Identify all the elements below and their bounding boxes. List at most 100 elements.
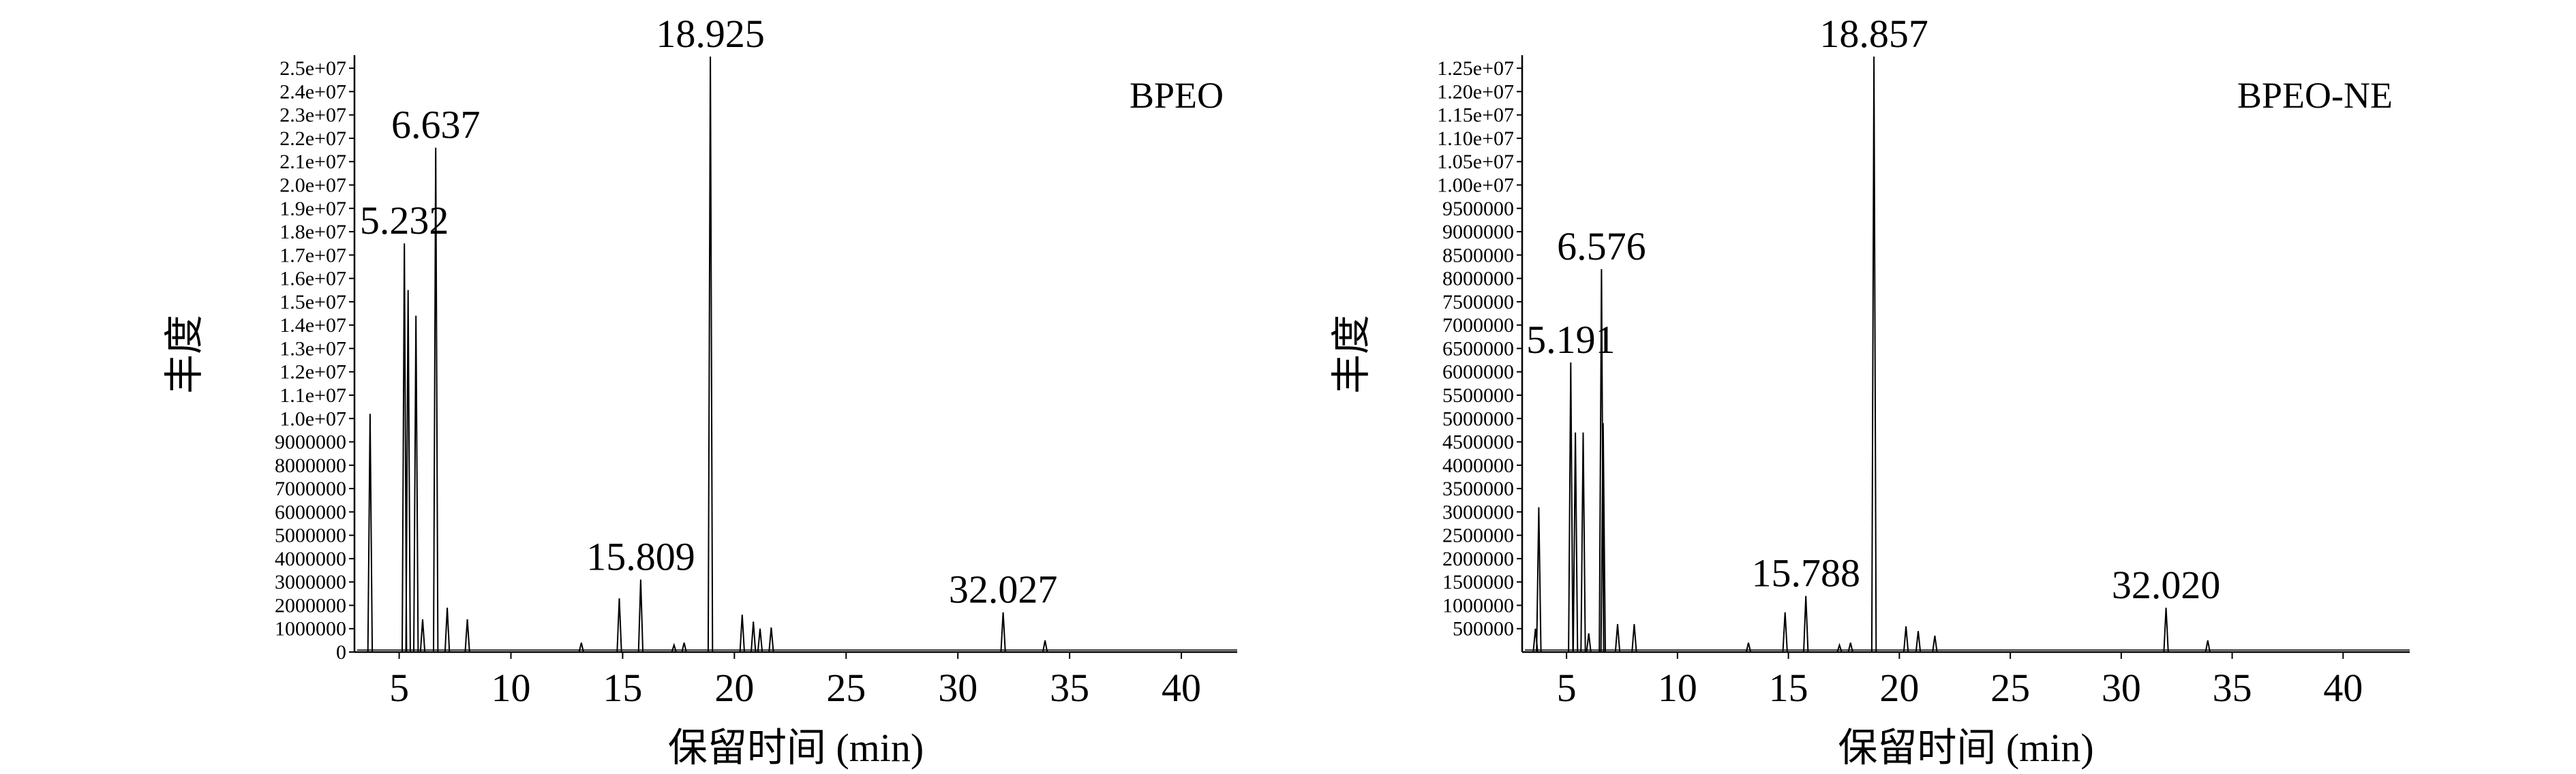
peak-mark — [444, 607, 451, 653]
y-tick-label: 8000000 — [1442, 268, 1514, 290]
y-tick-label: 5000000 — [1442, 407, 1514, 430]
x-tick-label: 5 — [389, 666, 409, 710]
peak-mark — [1600, 423, 1606, 653]
y-tick-label: 7500000 — [1442, 291, 1514, 313]
peak-mark — [2204, 640, 2211, 653]
peak-mark — [1586, 633, 1592, 653]
x-tick-label: 25 — [1990, 666, 2030, 710]
peak-mark — [433, 147, 439, 653]
peak-mark — [1870, 56, 1877, 653]
peak-mark — [1568, 362, 1574, 653]
peak-mark — [707, 56, 714, 653]
peak-mark — [578, 643, 584, 653]
peak-retention-label: 15.809 — [586, 535, 695, 579]
sample-tag: BPEO-NE — [2237, 75, 2393, 116]
y-tick-label: 6000000 — [275, 501, 346, 523]
peak-retention-label: 18.925 — [656, 12, 765, 56]
peak-mark — [1572, 432, 1579, 653]
peak-mark — [1847, 643, 1853, 653]
x-tick-label: 15 — [1769, 666, 1808, 710]
y-tick-label: 1.10e+07 — [1437, 127, 1514, 150]
peak-mark — [1803, 595, 1809, 653]
peak-retention-label: 15.788 — [1751, 551, 1860, 595]
y-tick-label: 2.5e+07 — [279, 57, 346, 80]
y-tick-label: 2.1e+07 — [279, 151, 346, 173]
peak-mark — [637, 579, 644, 653]
y-tick-label: 1.1e+07 — [279, 384, 346, 407]
x-tick-label: 10 — [1658, 666, 1697, 710]
peak-mark — [671, 643, 677, 653]
peak-mark — [1932, 635, 1938, 653]
peak-retention-label: 5.191 — [1526, 318, 1616, 362]
y-tick-label: 2.3e+07 — [279, 104, 346, 127]
x-tick-label: 20 — [1879, 666, 1919, 710]
y-tick-label: 1.3e+07 — [279, 337, 346, 360]
y-tick-label: 6500000 — [1442, 337, 1514, 360]
y-tick-label: 3000000 — [1442, 501, 1514, 523]
peak-mark — [1000, 612, 1006, 653]
y-tick-label: 1.2e+07 — [279, 361, 346, 384]
peak-mark — [367, 414, 374, 653]
y-tick-label: 1.25e+07 — [1437, 57, 1514, 80]
y-tick-label: 4000000 — [1442, 454, 1514, 477]
y-tick-label: 7000000 — [1442, 314, 1514, 337]
peak-mark — [757, 628, 763, 653]
peak-retention-label: 5.232 — [360, 198, 449, 243]
y-tick-label: 1.5e+07 — [279, 291, 346, 313]
y-tick-label: 1.6e+07 — [279, 268, 346, 290]
x-tick-label: 30 — [2102, 666, 2141, 710]
x-tick-label: 5 — [1557, 666, 1577, 710]
chromatogram-panel-bpeo: 0100000020000003000000400000050000006000… — [162, 12, 1237, 770]
y-tick-label: 6000000 — [1442, 361, 1514, 384]
peak-retention-label: 18.857 — [1819, 12, 1928, 56]
peak-mark — [1745, 643, 1752, 653]
x-tick-label: 40 — [1162, 666, 1201, 710]
y-tick-label: 1500000 — [1442, 571, 1514, 593]
peak-mark — [1598, 268, 1605, 653]
peak-mark — [1903, 626, 1909, 653]
y-tick-label: 1.00e+07 — [1437, 174, 1514, 197]
y-tick-label: 1.15e+07 — [1437, 104, 1514, 127]
x-axis-title: 保留时间 (min) — [668, 726, 924, 770]
peak-mark — [1915, 631, 1922, 653]
y-axis-title: 丰度 — [162, 315, 207, 394]
y-tick-label: 1000000 — [275, 618, 346, 640]
y-tick-label: 9500000 — [1442, 198, 1514, 220]
peak-retention-label: 6.576 — [1557, 224, 1646, 268]
y-tick-label: 9000000 — [1442, 221, 1514, 243]
x-tick-label: 15 — [603, 666, 642, 710]
y-tick-label: 2.2e+07 — [279, 127, 346, 150]
y-tick-label: 3000000 — [275, 571, 346, 593]
peak-mark — [1580, 432, 1586, 653]
x-tick-label: 35 — [1050, 666, 1089, 710]
x-tick-label: 10 — [491, 666, 530, 710]
y-tick-label: 4000000 — [275, 548, 346, 570]
peak-mark — [464, 619, 470, 653]
x-tick-label: 25 — [826, 666, 866, 710]
peak-mark — [1614, 623, 1621, 653]
y-tick-label: 2000000 — [275, 594, 346, 617]
y-tick-label: 1.20e+07 — [1437, 80, 1514, 103]
y-tick-label: 9000000 — [275, 431, 346, 454]
peak-mark — [768, 627, 774, 653]
x-tick-label: 40 — [2323, 666, 2363, 710]
peak-mark — [1782, 612, 1788, 653]
peak-mark — [405, 290, 411, 653]
y-tick-label: 4500000 — [1442, 431, 1514, 454]
y-tick-label: 0 — [336, 641, 346, 664]
x-tick-label: 35 — [2213, 666, 2252, 710]
y-tick-label: 1000000 — [1442, 594, 1514, 617]
y-tick-label: 5500000 — [1442, 384, 1514, 407]
peak-mark — [739, 615, 745, 653]
y-tick-label: 2500000 — [1442, 525, 1514, 547]
x-tick-label: 20 — [714, 666, 754, 710]
y-tick-label: 500000 — [1453, 618, 1514, 640]
y-tick-label: 2.4e+07 — [279, 80, 346, 103]
y-axis-title: 丰度 — [1329, 315, 1374, 394]
y-tick-label: 2.0e+07 — [279, 174, 346, 197]
peak-mark — [401, 243, 408, 653]
y-tick-label: 8500000 — [1442, 244, 1514, 266]
y-tick-label: 7000000 — [275, 478, 346, 500]
peak-mark — [1042, 640, 1048, 653]
